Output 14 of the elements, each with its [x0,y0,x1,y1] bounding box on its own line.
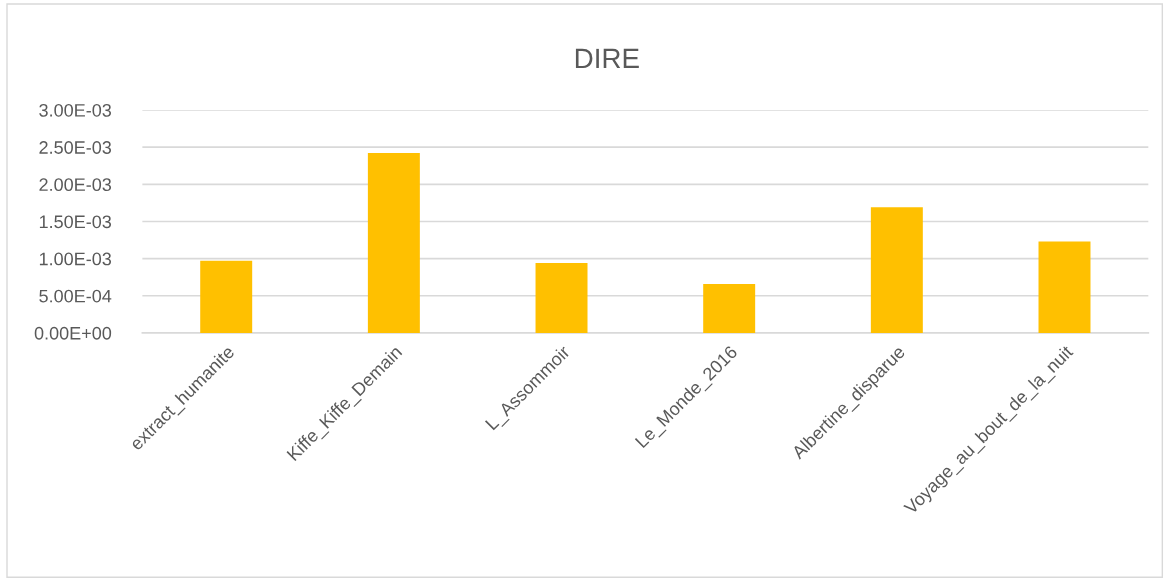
y-tick-label: 5.00E-04 [39,289,112,303]
y-tick-label: 1.00E-03 [39,252,112,266]
y-tick-label: 2.50E-03 [39,141,112,154]
bar [1038,241,1091,333]
chart-title: DIRE [575,48,639,68]
y-tick-label: 0.00E+00 [34,326,112,340]
bar [535,263,588,333]
bar [870,207,923,333]
y-tick-label: 2.00E-03 [39,178,112,192]
y-tick-label: 1.50E-03 [39,215,112,229]
bar [200,260,253,333]
y-tick-label: 3.00E-03 [39,103,112,117]
bar [703,283,756,333]
bar [367,153,420,333]
